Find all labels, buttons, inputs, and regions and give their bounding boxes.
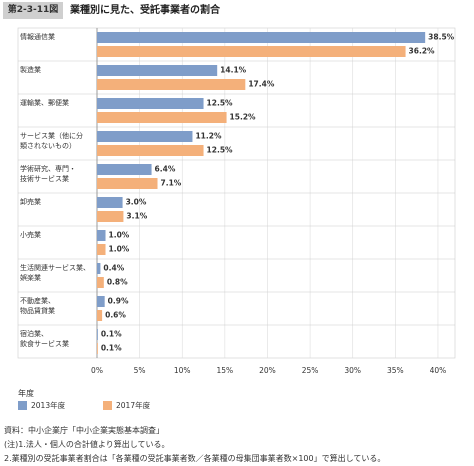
x-tick-label: 30%: [344, 366, 361, 375]
x-tick-label: 40%: [430, 366, 447, 375]
legend-swatch: [18, 401, 27, 410]
value-label: 0.9%: [108, 297, 129, 306]
value-label: 0.1%: [101, 330, 122, 339]
x-tick-label: 25%: [302, 366, 319, 375]
value-label: 0.1%: [101, 344, 122, 353]
category-label: 宿泊業、 飲食サービス業: [20, 330, 69, 348]
figure-number: 第2-3-11図: [3, 2, 63, 19]
note: (注)1.法人・個人の合計値より算出している。: [4, 440, 170, 449]
figure-title: 業種別に見た、受託事業者の割合: [70, 5, 220, 16]
bar: [97, 343, 98, 354]
bar: [97, 32, 426, 43]
legend-label: 2013年度: [31, 400, 66, 410]
bar: [97, 310, 103, 321]
x-tick-label: 15%: [217, 366, 234, 375]
legend-label: 2017年度: [116, 400, 151, 410]
category-label: 情報通信業: [20, 33, 55, 41]
x-tick-label: 5%: [134, 366, 146, 375]
value-label: 0.8%: [107, 278, 128, 287]
value-label: 36.2%: [409, 47, 436, 56]
value-label: 11.2%: [195, 132, 222, 141]
category-label: サービス業（他に分 類されないもの）: [20, 132, 83, 150]
value-label: 1.0%: [109, 245, 130, 254]
bar: [97, 230, 106, 241]
category-label: 製造業: [20, 66, 41, 74]
value-label: 12.5%: [207, 99, 234, 108]
note: 資料：中小企業庁「中小企業実態基本調査」: [4, 426, 164, 435]
note: 2.業種別の受託事業者割合は「各業種の受託事業者数／各業種の母集団事業者数×10…: [4, 454, 386, 463]
value-label: 0.6%: [105, 311, 126, 320]
value-label: 38.5%: [428, 33, 455, 42]
value-label: 14.1%: [220, 66, 247, 75]
bar: [97, 197, 123, 208]
bar: [97, 211, 124, 222]
value-label: 12.5%: [207, 146, 234, 155]
bar: [97, 65, 218, 76]
value-label: 3.1%: [126, 212, 147, 221]
bar: [97, 79, 246, 90]
category-label: 不動産業、 物品賃貸業: [20, 297, 55, 315]
category-label: 小売業: [20, 231, 41, 239]
x-tick-label: 0%: [91, 366, 103, 375]
bar: [97, 277, 104, 288]
bar: [97, 178, 158, 189]
legend-swatch: [103, 401, 112, 410]
bar: [97, 131, 193, 142]
value-label: 6.4%: [155, 165, 176, 174]
bar: [97, 46, 406, 57]
bar: [97, 112, 227, 123]
bar: [97, 329, 98, 340]
x-tick-label: 35%: [387, 366, 404, 375]
category-label: 学術研究、専門・ 技術サービス業: [20, 165, 76, 183]
value-label: 7.1%: [161, 179, 182, 188]
value-label: 3.0%: [126, 198, 147, 207]
value-label: 0.4%: [103, 264, 124, 273]
bar: [97, 164, 152, 175]
bar: [97, 263, 101, 274]
legend-title: 年度: [18, 389, 34, 398]
x-tick-label: 20%: [259, 366, 276, 375]
value-label: 17.4%: [248, 80, 275, 89]
x-tick-label: 10%: [174, 366, 191, 375]
category-label: 運輸業、郵便業: [20, 99, 69, 107]
bar: [97, 145, 204, 156]
bar: [97, 296, 105, 307]
bar: [97, 244, 106, 255]
value-label: 15.2%: [230, 113, 257, 122]
category-label: 生活関連サービス業、 娯楽業: [20, 264, 90, 282]
bar: [97, 98, 204, 109]
category-label: 卸売業: [20, 198, 41, 206]
value-label: 1.0%: [109, 231, 130, 240]
